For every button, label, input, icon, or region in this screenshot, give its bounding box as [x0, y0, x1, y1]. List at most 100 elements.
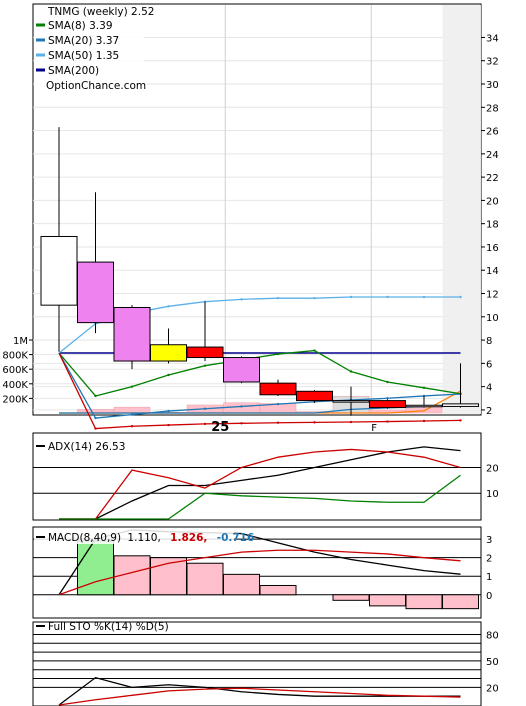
sma8-line-point	[313, 349, 316, 352]
adx-gridlines: 10 20	[33, 463, 499, 500]
stochastic-panel-frame	[32, 621, 482, 706]
candle-body	[332, 400, 370, 403]
candle-body	[113, 306, 151, 362]
macd-tick-label: 0	[486, 591, 492, 602]
moving-average-lines	[58, 295, 462, 430]
date-label: F	[371, 423, 377, 434]
candle-body	[405, 404, 443, 408]
adx-line	[59, 474, 461, 520]
macd-histogram-value: -0.716	[217, 532, 255, 544]
macd-title-name: MACD(8,40,9)	[48, 532, 121, 544]
extra-average-line-point	[130, 425, 134, 428]
sma20-line-point	[203, 407, 207, 410]
sma50-line-point	[167, 305, 170, 308]
stochastic-line	[58, 687, 461, 706]
sma50-line-point	[349, 295, 353, 299]
volume-bars	[77, 5, 481, 414]
chart-title: TNMG (weekly) 2.52	[47, 6, 154, 18]
sma8-line-point	[203, 364, 207, 367]
sma20-line-point	[167, 409, 170, 413]
sma8-line-point	[130, 385, 134, 388]
macd-legend-background	[34, 528, 234, 544]
price-tick-label: 26	[486, 127, 499, 138]
sma50-line-point	[313, 296, 316, 300]
macd-histogram-bar	[259, 584, 297, 596]
price-tick-label: 16	[486, 243, 499, 254]
macd-histogram-bar	[223, 573, 260, 596]
sma50-line-point	[386, 295, 389, 299]
sma8-line-point	[167, 373, 170, 377]
sma20-line-point	[422, 394, 426, 398]
sma20-line-point	[276, 402, 280, 406]
legend: TNMG (weekly) 2.52 SMA(8) 3.39 SMA(20) 3…	[34, 5, 154, 95]
date-label: 25	[211, 420, 229, 435]
adx-panel-frame	[32, 432, 482, 521]
sma50-line-point	[276, 296, 280, 300]
adx-line	[59, 446, 461, 520]
macd-histogram-bar	[442, 594, 479, 610]
macd-histogram-bar	[332, 594, 370, 601]
extra-average-line-point	[422, 419, 426, 423]
extra-average-line-point	[459, 419, 462, 422]
macd-histogram-bar	[369, 594, 406, 607]
sma8-line-point	[349, 370, 353, 373]
sma20-line-point	[386, 397, 389, 400]
legend-label-sma20: SMA(20) 3.37	[48, 35, 119, 47]
volume-tick-label: 600K	[2, 365, 28, 376]
adx-tick-label: 20	[486, 463, 499, 474]
stochastic-lines	[58, 676, 461, 706]
macd-tick-label: 1	[486, 572, 492, 583]
legend-label-sma8: SMA(8) 3.39	[48, 20, 113, 32]
legend-background	[34, 5, 144, 95]
candle-body	[186, 346, 224, 359]
volume-tick-label: 800K	[2, 351, 28, 362]
macd-signal-value: 1.826,	[170, 532, 207, 544]
watermark: OptionChance.com	[46, 80, 146, 92]
legend-label-sma50: SMA(50) 1.35	[48, 50, 119, 62]
sma8-line-point	[276, 352, 280, 356]
sma50-line-point	[203, 300, 207, 303]
adx-lines	[59, 446, 461, 520]
sma20-line-point	[240, 405, 243, 408]
price-tick-label: 14	[486, 266, 499, 277]
price-tick-label: 20	[486, 196, 499, 207]
sma50-line-point	[240, 298, 243, 301]
price-tick-label: 30	[486, 80, 499, 91]
macd-title: MACD(8,40,9) 1.110, 1.826, -0.716	[48, 532, 254, 544]
sma20-line-point	[130, 413, 134, 416]
adx-title: ADX(14) 26.53	[48, 441, 125, 453]
extra-average-line-point	[276, 421, 280, 424]
extra-average-line-point	[386, 420, 389, 423]
price-tick-label: 24	[486, 150, 499, 161]
extra-average-line-point	[313, 421, 316, 424]
price-tick-label: 12	[486, 290, 499, 301]
price-tick-label: 18	[486, 220, 499, 231]
macd-line	[58, 549, 461, 596]
candle-body	[296, 390, 333, 402]
candle-body	[40, 235, 78, 306]
average-line-start	[58, 352, 96, 397]
volume-tick-label: 1M	[13, 336, 28, 347]
price-tick-label: 34	[486, 33, 499, 44]
stochastic-title: Full STO %K(14) %D(5)	[48, 621, 169, 633]
macd-histogram-bar	[405, 594, 443, 610]
date-axis: 25 F	[211, 420, 377, 435]
price-tick-label: 6	[486, 359, 492, 370]
stochastic-tick-label: 50	[486, 657, 499, 668]
extra-average-line-point	[240, 422, 243, 425]
stochastic-tick-label: 80	[486, 630, 499, 641]
stochastic-line	[58, 676, 461, 706]
adx-panel: 10 20 ADX(14) 26.53	[32, 432, 499, 521]
extra-average-line-point	[167, 423, 170, 427]
stochastic-gridlines: 20 50 80	[33, 630, 499, 694]
sma8-line-point	[422, 386, 426, 390]
average-line-start	[58, 323, 96, 354]
candle-body	[77, 261, 114, 324]
candle-body	[223, 357, 260, 383]
average-line-start	[58, 352, 97, 429]
candle-body	[150, 344, 187, 362]
price-tick-label: 22	[486, 173, 499, 184]
macd-panel: 0 1 2 3 MACD(8,40,9) 1.110, 1.826, -0.716	[32, 526, 492, 619]
